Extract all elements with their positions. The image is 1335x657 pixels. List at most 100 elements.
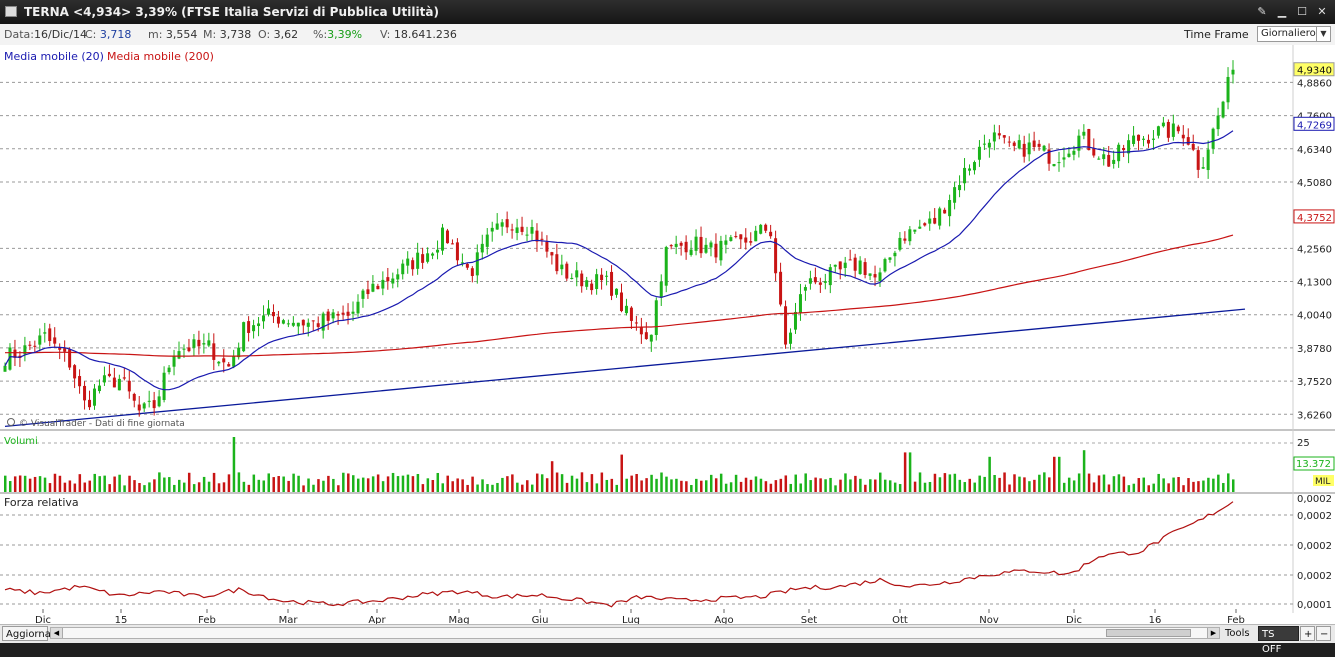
candle-body [963,167,967,184]
volume-bar [23,475,27,492]
timeframe-value: Giornaliero [1261,28,1316,39]
volume-bar [700,480,703,492]
window-title: TERNA <4,934> 3,39% (FTSE Italia Servizi… [24,5,439,19]
candle-body [167,367,171,373]
volume-bar [1053,456,1056,492]
volume-bar [173,484,176,492]
candle-body [1032,140,1036,148]
zoom-in-button[interactable]: + [1300,626,1315,641]
volume-bar [1172,477,1175,492]
candle-body [431,253,435,256]
candle-body [789,332,793,344]
candle-body [271,311,275,317]
price-tick-label: 3,8780 [1297,344,1332,355]
close-button[interactable]: ✕ [1317,5,1327,18]
timeframe-select[interactable]: Giornaliero ▼ [1257,26,1331,42]
volume-bar [665,476,668,492]
update-button[interactable]: Aggiorna [2,626,51,641]
candle-body [943,209,947,214]
volume-bar [93,473,96,492]
candle-body [182,348,186,350]
scroll-thumb[interactable] [1106,629,1191,637]
candle-body [918,226,922,229]
candle-body [1196,150,1200,170]
candle-body [247,321,251,333]
maximize-button[interactable]: ☐ [1297,5,1307,18]
volume-bar [1157,473,1160,492]
candle-body [207,340,211,346]
volume-bar [272,477,275,492]
horizontal-scrollbar[interactable]: ◀ ▶ [50,627,1220,639]
volume-bar [1117,474,1121,492]
volume-bar [983,476,986,492]
candle-body [455,242,459,261]
volume-bar [968,478,972,492]
volume-bar [570,475,574,492]
title-bar: TERNA <4,934> 3,39% (FTSE Italia Servizi… [0,0,1335,24]
candle-body [73,365,77,379]
candle-body [426,253,430,262]
scroll-left-icon[interactable]: ◀ [51,628,63,638]
volume-bar [416,473,420,492]
candle-body [749,241,753,243]
x-tick-label: Ago [714,615,733,626]
volume-bar [471,476,474,492]
candle-body [441,227,445,251]
volume-bar [799,483,802,492]
candle-body [1137,134,1141,141]
volume-bar [187,472,191,492]
candle-body [555,254,559,272]
ma200-line [5,234,1234,357]
candle-body [252,325,256,332]
candle-body [197,339,201,347]
volume-bar [814,477,817,492]
candle-body [913,229,917,232]
candle-body [1181,134,1185,139]
candle-body [1077,135,1081,151]
candle-body [858,260,862,274]
candle-body [813,277,817,283]
volume-bar [317,479,320,492]
zoom-out-button[interactable]: − [1316,626,1331,641]
volume-bar [277,476,280,492]
volume-bar [779,478,783,492]
scroll-right-icon[interactable]: ▶ [1207,628,1219,638]
x-tick-label: Nov [979,615,999,626]
candle-body [595,274,599,290]
volume-bar [451,481,454,492]
minimize-button[interactable]: ▁ [1277,5,1287,18]
volume-bar [332,478,335,492]
candle-body [112,377,116,388]
volume-bar [347,473,350,492]
candle-body [923,223,927,226]
candle-body [689,249,693,255]
candle-body [301,319,305,326]
price-chart-svg[interactable]: 4,93404,88604,76004,72694,63404,50804,37… [0,45,1335,631]
volume-bar [287,480,290,492]
volume-bar [496,482,499,492]
wrench-icon[interactable]: ✎ [1257,5,1267,18]
candle-body [793,311,797,330]
candle-body [545,241,549,252]
tools-button[interactable]: Tools [1225,628,1250,639]
volume-bar [1217,474,1220,492]
x-tick-label: 16 [1149,615,1162,626]
volume-bar [168,477,171,492]
volume-bar [1142,477,1146,492]
volume-bar [371,476,375,492]
candle-body [818,282,822,285]
volume-bar [78,474,82,492]
ts-off-button[interactable]: TS OFF [1258,626,1299,655]
candle-body [848,259,852,261]
volume-bar [441,483,445,492]
chart-area[interactable]: 4,93404,88604,76004,72694,63404,50804,37… [0,45,1335,631]
candle-body [386,277,390,282]
candle-body [530,227,534,234]
volume-bar [764,481,768,492]
volume-bar [53,473,57,492]
candle-body [3,365,7,372]
volume-bar [963,482,967,492]
volume-bar [1077,473,1081,492]
volume-bar [237,472,241,492]
candle-body [38,335,42,345]
